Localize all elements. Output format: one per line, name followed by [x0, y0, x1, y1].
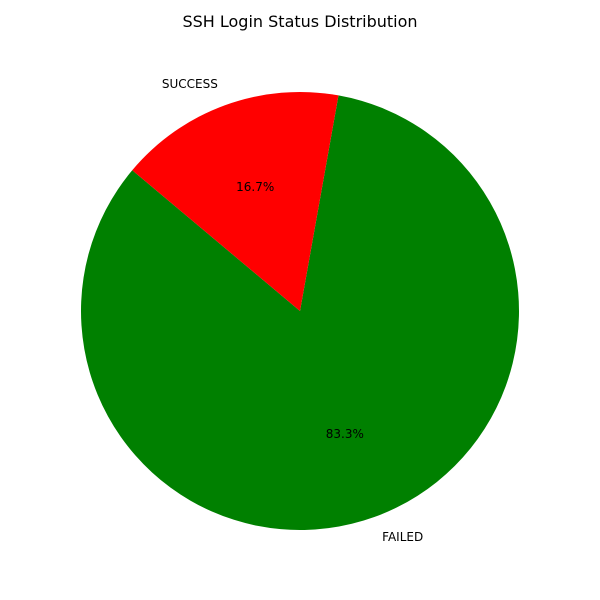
slice-label-success: SUCCESS — [162, 77, 218, 91]
slice-percent-failed: 83.3% — [326, 427, 364, 441]
pie-slices — [80, 92, 520, 530]
pie-slice-failed — [80, 95, 520, 530]
slice-percent-success: 16.7% — [236, 180, 274, 194]
pie-labels: FAILED 83.3% SUCCESS 16.7% — [162, 77, 423, 544]
chart-title: SSH Login Status Distribution — [182, 12, 418, 31]
pie-slice-success — [132, 92, 339, 311]
slice-label-failed: FAILED — [382, 530, 423, 544]
